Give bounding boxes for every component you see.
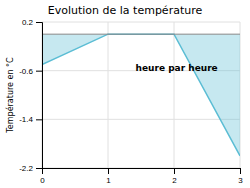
- grid-line: [108, 22, 109, 168]
- tick-label: -0.6: [19, 67, 33, 76]
- y-axis: 0.2 -0.6 -1.4 -2.2: [19, 18, 42, 173]
- grid-line: [42, 119, 240, 120]
- x-axis: 0 1 2 3: [40, 168, 243, 185]
- title: Evolution de la température: [48, 4, 203, 17]
- chart: Evolution de la température 0 1 2 3 0.2 -0.6 -1…: [0, 0, 250, 188]
- tick: -0.6: [19, 67, 42, 76]
- tick-mark: [108, 168, 109, 174]
- tick-mark: [36, 119, 42, 120]
- tick-label: 2: [172, 176, 177, 185]
- tick-label: 0.2: [22, 18, 34, 27]
- tick-label: -2.2: [19, 164, 33, 173]
- tick-label: 0: [40, 176, 45, 185]
- grid-line: [174, 22, 175, 168]
- tick-label: -1.4: [19, 115, 33, 124]
- tick-mark: [36, 22, 42, 23]
- marks: [42, 34, 240, 156]
- line: [42, 34, 240, 156]
- tick: 1: [106, 168, 111, 185]
- annotation: heure par heure: [136, 63, 218, 73]
- axis-line: [36, 23, 43, 169]
- tick: 0: [40, 168, 45, 185]
- plot: 0 1 2 3 0.2 -0.6 -1.4 -2.2 heure par heure: [19, 18, 243, 185]
- tick-mark: [240, 168, 241, 174]
- tick-label: 1: [106, 176, 111, 185]
- tick-mark: [174, 168, 175, 174]
- area: [42, 34, 240, 156]
- grid: [42, 22, 240, 168]
- grid-line: [42, 22, 240, 23]
- tick: -1.4: [19, 115, 42, 124]
- y-label: Température en °C: [5, 57, 15, 134]
- tick-mark: [36, 168, 42, 169]
- axis-line: [43, 169, 241, 175]
- tick: -2.2: [19, 164, 42, 173]
- tick: 0.2: [22, 18, 42, 27]
- baseline: [42, 34, 240, 35]
- tick-label: 3: [238, 176, 243, 185]
- tick: 2: [172, 168, 177, 185]
- tick-mark: [36, 71, 42, 72]
- tick: 3: [238, 168, 243, 185]
